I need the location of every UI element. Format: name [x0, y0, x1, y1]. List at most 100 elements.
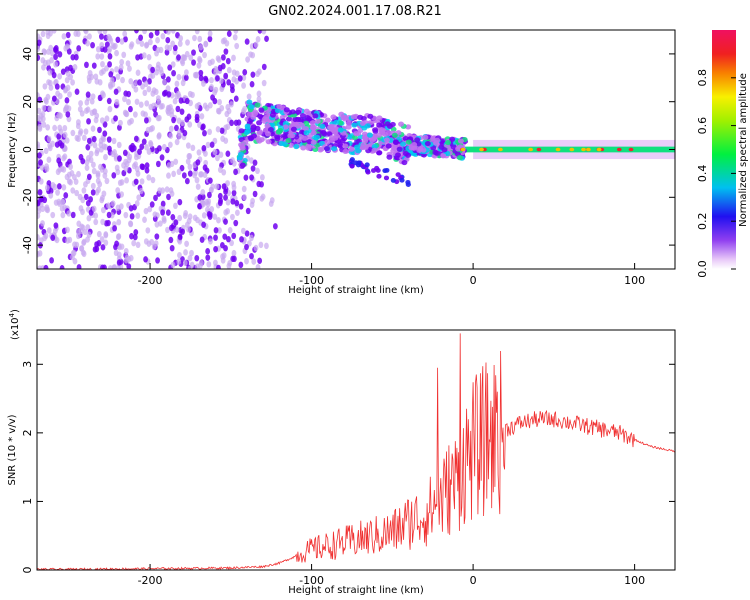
heatmap-cell [61, 184, 67, 191]
heatmap-cell [72, 241, 77, 248]
heatmap-cell [37, 54, 41, 61]
heatmap-cell [171, 69, 176, 77]
heatmap-cell [47, 69, 53, 76]
heatmap-cell [244, 258, 249, 265]
heatmap-cell [179, 108, 185, 115]
heatmap-cell [70, 187, 76, 194]
heatmap-cell [178, 35, 184, 42]
heatmap-cell [62, 87, 68, 94]
heatmap-cell [180, 119, 185, 127]
heatmap-cell [194, 254, 200, 262]
heatmap-cell [70, 54, 76, 61]
heatmap-cell [187, 170, 193, 177]
signal-cell [314, 118, 321, 124]
heatmap-cell [41, 121, 47, 128]
signal-cell [342, 148, 349, 154]
heatmap-cell [55, 90, 61, 97]
heatmap-cell [229, 239, 234, 247]
heatmap-cell [227, 227, 233, 234]
heatmap-cell [250, 165, 256, 172]
heatmap-cell [255, 264, 261, 269]
heatmap-cell [119, 243, 125, 250]
heatmap-cell [99, 33, 104, 40]
signal-cell [351, 134, 358, 141]
heatmap-cell [196, 149, 202, 156]
heatmap-cell [242, 194, 247, 201]
heatmap-cell [94, 189, 100, 196]
heatmap-cell [183, 69, 189, 76]
heatmap-cell [38, 237, 44, 244]
signal-cell [382, 168, 388, 174]
heatmap-cell [54, 114, 60, 122]
heatmap-cell [249, 201, 255, 208]
heatmap-cell [116, 141, 122, 149]
heatmap-cell [118, 203, 124, 210]
heatmap-cell [133, 229, 139, 236]
heatmap-cell [201, 80, 206, 87]
heatmap-cell [114, 49, 119, 57]
heatmap-cell [128, 78, 134, 85]
signal-cell [289, 132, 296, 139]
signal-cell [392, 139, 399, 145]
heatmap-cell [79, 110, 85, 117]
signal-cell [364, 123, 371, 129]
signal-cell [285, 137, 292, 144]
heatmap-cell [223, 194, 228, 201]
heatmap-cell [56, 133, 62, 140]
heatmap-cell [213, 65, 219, 73]
heatmap-cell [255, 167, 260, 175]
heatmap-cell [180, 228, 185, 235]
heatmap-cell [209, 83, 214, 91]
signal-cell [338, 111, 345, 117]
heatmap-cell [143, 256, 148, 263]
heatmap-cell [101, 206, 106, 214]
heatmap-cell [160, 33, 166, 40]
signal-cell [269, 112, 276, 118]
heatmap-cell [169, 190, 175, 197]
heatmap-cell [92, 108, 98, 115]
heatmap-cell [98, 141, 104, 149]
heatmap-cell [177, 251, 182, 259]
heatmap-cell [135, 212, 141, 219]
heatmap-cell [187, 265, 193, 269]
heatmap-cell [203, 75, 209, 83]
heatmap-cell [60, 68, 66, 75]
snr-y-scale-suffix: ) [10, 309, 21, 313]
heatmap-cell [177, 40, 183, 47]
heatmap-cell [158, 103, 164, 110]
signal-cell [497, 147, 503, 152]
heatmap-cell [233, 219, 239, 227]
y-tick-label: 0 [21, 146, 34, 153]
heatmap-cell [187, 152, 193, 160]
signal-cell [353, 131, 360, 137]
signal-cell [348, 146, 355, 152]
heatmap-cell [111, 137, 117, 145]
heatmap-cell [104, 177, 110, 185]
heatmap-cell [164, 186, 170, 193]
heatmap-cell [135, 69, 141, 76]
heatmap-cell [85, 106, 91, 113]
signal-cell [256, 120, 263, 126]
heatmap-cell [221, 252, 227, 259]
heatmap-cell [182, 259, 188, 267]
heatmap-cell [231, 69, 237, 76]
signal-cell [351, 122, 358, 128]
heatmap-cell [216, 264, 221, 269]
heatmap-cell [258, 241, 264, 249]
signal-cell [337, 142, 344, 148]
heatmap-cell [91, 167, 97, 175]
heatmap-cell [136, 194, 142, 201]
heatmap-cell [128, 105, 133, 113]
signal-cell [263, 114, 270, 120]
signal-cell [445, 139, 452, 146]
signal-cell [349, 163, 355, 169]
heatmap-cell [68, 73, 74, 81]
signal-cell [405, 152, 412, 158]
signal-cell [248, 104, 255, 110]
heatmap-cell [152, 211, 158, 218]
signal-cell [252, 109, 259, 115]
heatmap-cell [231, 249, 237, 257]
heatmap-cell [206, 261, 212, 268]
colorbar-tick-label: 0.4 [696, 165, 709, 183]
